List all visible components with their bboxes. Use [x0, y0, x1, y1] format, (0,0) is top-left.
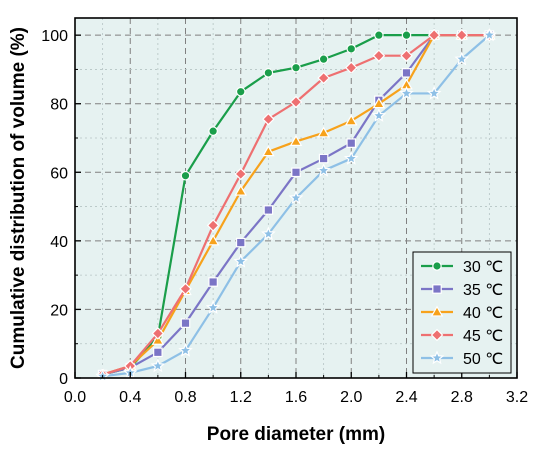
data-point: [208, 277, 218, 287]
data-point: [401, 30, 412, 40]
data-point: [454, 51, 470, 66]
data-point: [206, 219, 220, 232]
axes: 0.0 0.4 0.8 1.2 1.6 2.0 2.4 2.8 3.2 0 20 40 60 80 100: [41, 28, 528, 406]
x-tick-label: 2.8: [451, 389, 473, 406]
legend: 30 ℃ 35 ℃ 40 ℃ 45 ℃ 50 ℃: [412, 251, 512, 374]
data-point: [455, 28, 469, 42]
legend-label: 45 ℃: [463, 328, 503, 345]
data-point: [180, 318, 191, 328]
data-point: [288, 190, 304, 205]
y-tick-label: 40: [50, 234, 68, 251]
x-tick-label: 1.6: [285, 389, 307, 406]
data-point: [343, 150, 359, 165]
data-point: [151, 327, 165, 340]
y-tick-label: 60: [50, 165, 68, 182]
data-point: [179, 282, 192, 296]
legend-marker: [432, 284, 442, 294]
data-point: [153, 347, 163, 358]
series-4: [96, 28, 496, 381]
data-point: [317, 71, 330, 85]
data-point: [372, 49, 386, 63]
data-point: [318, 54, 329, 64]
data-point: [399, 85, 414, 100]
data-point: [427, 28, 441, 42]
series-layer: [95, 27, 497, 383]
data-point: [262, 112, 275, 126]
data-point: [234, 184, 248, 196]
data-point: [318, 153, 329, 164]
data-point: [235, 86, 246, 97]
data-point: [482, 27, 497, 42]
legend-marker: [430, 305, 444, 317]
data-point: [401, 68, 412, 78]
x-axis-title: Pore diameter (mm): [207, 424, 385, 445]
x-tick-label: 0.0: [64, 389, 86, 406]
data-point: [150, 358, 166, 373]
legend-marker: [430, 328, 444, 342]
x-tick-label: 3.2: [506, 389, 528, 406]
data-point: [426, 85, 442, 100]
data-point: [262, 145, 275, 157]
data-point: [289, 95, 303, 109]
data-point: [344, 61, 358, 75]
data-point: [291, 167, 301, 178]
data-point: [233, 253, 249, 268]
legend-marker: [429, 350, 445, 365]
series-5: [95, 27, 497, 383]
data-point: [372, 97, 386, 109]
data-point: [317, 126, 330, 138]
x-tick-label: 0.8: [174, 389, 196, 406]
data-point: [263, 205, 274, 215]
data-point: [263, 68, 274, 78]
data-point: [234, 167, 248, 181]
data-point: [205, 300, 221, 314]
data-point: [261, 226, 276, 241]
y-tick-label: 80: [50, 97, 68, 114]
data-point: [180, 170, 191, 181]
data-point: [400, 49, 413, 63]
x-tick-label: 2.0: [340, 389, 362, 406]
legend-label: 35 ℃: [463, 282, 503, 299]
legend-label: 30 ℃: [463, 259, 503, 276]
data-point: [346, 138, 357, 148]
data-point: [346, 44, 357, 54]
data-point: [316, 162, 331, 177]
x-tick-label: 1.2: [230, 389, 252, 406]
legend-label: 50 ℃: [463, 351, 503, 368]
data-point: [371, 108, 387, 122]
data-point: [344, 114, 358, 126]
x-tick-label: 0.4: [119, 389, 141, 406]
x-tick-label: 2.4: [395, 389, 417, 406]
legend-marker: [432, 261, 442, 271]
y-tick-label: 0: [59, 371, 68, 388]
y-tick-label: 20: [50, 302, 68, 319]
data-point: [178, 342, 193, 357]
data-point: [206, 234, 220, 246]
legend-label: 40 ℃: [463, 305, 503, 322]
y-axis-title: Cumulative distribution of volume (%): [8, 27, 29, 369]
data-point: [208, 126, 218, 136]
data-point: [289, 134, 303, 146]
y-tick-label: 100: [41, 28, 68, 45]
data-point: [374, 30, 384, 40]
data-point: [235, 237, 246, 248]
data-point: [291, 62, 301, 73]
